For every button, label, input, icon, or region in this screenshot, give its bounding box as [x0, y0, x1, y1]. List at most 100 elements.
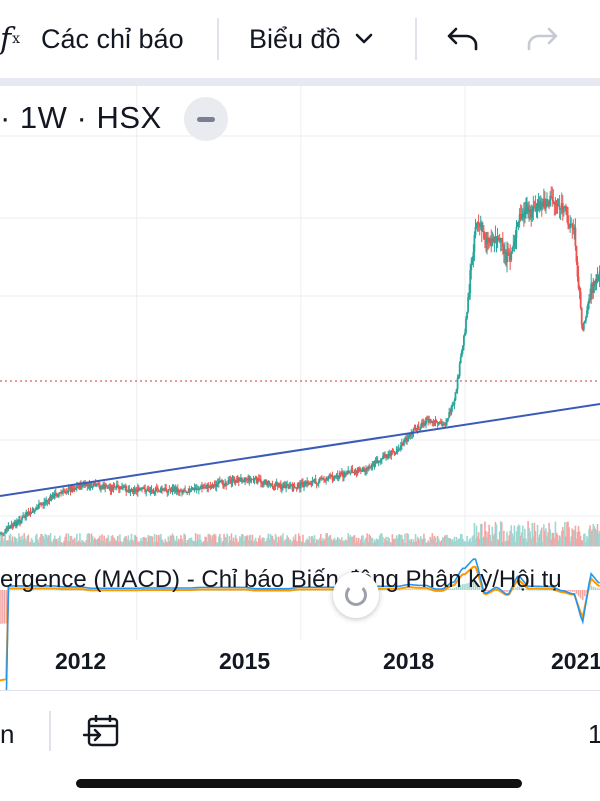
- candle-body: [413, 429, 416, 431]
- volume-bar: [534, 530, 537, 546]
- volume-bar: [151, 536, 154, 546]
- volume-bar: [257, 537, 260, 546]
- macd-indicator-label[interactable]: ergence (MACD) - Chỉ báo Biến động Phân …: [0, 566, 562, 593]
- macd-histogram-bar: [81, 589, 83, 591]
- candle-body: [496, 237, 499, 243]
- bottom-left-text[interactable]: n: [0, 719, 15, 749]
- candle-body: [217, 481, 220, 484]
- macd-histogram-bar: [512, 588, 515, 590]
- redo-icon[interactable]: [525, 0, 559, 78]
- volume-bar: [113, 538, 116, 546]
- volume-bar: [392, 539, 395, 546]
- volume-bar: [175, 535, 178, 546]
- candle-body: [305, 481, 308, 485]
- candle-body: [250, 478, 253, 480]
- volume-bar: [188, 538, 191, 546]
- volume-bar: [327, 536, 329, 546]
- candle-body: [69, 488, 72, 492]
- candle-body: [408, 436, 411, 438]
- volume-bar: [254, 537, 257, 546]
- volume-bar: [289, 539, 292, 546]
- candle-body: [197, 489, 200, 491]
- candle-body: [573, 227, 576, 230]
- candle-body: [178, 490, 181, 493]
- volume-bar: [496, 539, 499, 546]
- candle-body: [238, 478, 241, 482]
- volume-bar: [232, 537, 235, 546]
- candle-body: [117, 486, 120, 490]
- candle-body: [313, 478, 316, 482]
- candle-body: [444, 424, 446, 426]
- volume-bar: [585, 542, 587, 546]
- volume-bar: [589, 525, 591, 546]
- volume-bar: [366, 533, 368, 546]
- volume-bar: [34, 535, 37, 546]
- price-chart[interactable]: [0, 86, 600, 702]
- candle-body: [130, 488, 133, 491]
- macd-histogram-bar: [478, 586, 481, 590]
- volume-bar: [515, 531, 518, 546]
- indicators-button[interactable]: Các chỉ báo: [41, 0, 184, 78]
- candle-body: [570, 224, 573, 226]
- candle-body: [189, 488, 192, 490]
- candle-body: [579, 291, 582, 308]
- calendar-goto-icon[interactable]: [82, 713, 121, 749]
- candle-body: [271, 483, 274, 487]
- volume-bar: [350, 536, 353, 546]
- volume-bar: [581, 540, 584, 546]
- volume-bar: [471, 536, 474, 546]
- macd-histogram-bar: [28, 589, 31, 591]
- collapse-legend-button[interactable]: [184, 97, 228, 141]
- candle-body: [317, 481, 320, 484]
- chart-canvas[interactable]: [0, 86, 600, 702]
- candle-body: [236, 477, 239, 483]
- volume-bar: [98, 537, 100, 546]
- candle-body: [386, 454, 389, 458]
- candle-body: [447, 417, 450, 420]
- macd-histogram-bar: [382, 589, 384, 591]
- volume-bar: [262, 537, 264, 546]
- volume-bar: [315, 539, 318, 546]
- volume-bar: [374, 541, 377, 546]
- volume-bar: [451, 539, 454, 546]
- volume-bar: [340, 540, 342, 546]
- volume-bar: [83, 542, 85, 546]
- volume-bar: [389, 542, 392, 546]
- volume-bar: [312, 538, 315, 546]
- fx-icon-letter: f: [0, 21, 12, 57]
- candle-body: [540, 201, 543, 207]
- volume-bar: [185, 542, 187, 546]
- volume-bar: [522, 525, 524, 546]
- candle-body: [591, 283, 594, 293]
- candle-body: [126, 490, 129, 492]
- candle-body: [166, 490, 169, 493]
- volume-bar: [520, 532, 523, 546]
- candle-body: [171, 488, 174, 492]
- macd-histogram-bar: [548, 589, 550, 591]
- volume-bar: [44, 533, 47, 546]
- candle-body: [436, 422, 439, 424]
- candle-body: [285, 484, 288, 489]
- volume-bar: [596, 524, 599, 546]
- volume-bar: [490, 540, 493, 546]
- candle-body: [311, 481, 314, 485]
- volume-bar: [329, 534, 332, 546]
- volume-bar: [593, 525, 596, 546]
- volume-bar: [233, 542, 236, 546]
- candle-body: [252, 479, 255, 481]
- volume-bar: [572, 530, 575, 546]
- candle-body: [379, 459, 382, 462]
- candle-body: [412, 429, 415, 434]
- volume-bar: [580, 540, 583, 546]
- volume-bar: [330, 538, 333, 546]
- volume-bar: [196, 534, 199, 546]
- candle-body: [10, 524, 13, 527]
- candle-body: [589, 298, 592, 300]
- candle-body: [116, 485, 119, 487]
- chart-type-button[interactable]: Biểu đồ: [249, 0, 373, 78]
- undo-icon[interactable]: [446, 0, 480, 78]
- volume-bar: [58, 537, 60, 546]
- volume-bar: [223, 533, 225, 546]
- x-axis-label: 2018: [383, 648, 435, 674]
